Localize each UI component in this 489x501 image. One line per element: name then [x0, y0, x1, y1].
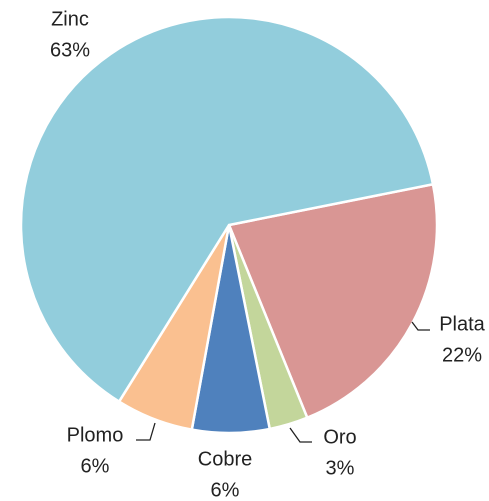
slice-value-label: 22%: [442, 344, 482, 366]
slice-label: Plomo: [67, 424, 124, 446]
pie-slice: [227, 182, 439, 420]
slice-value-label: 3%: [326, 457, 355, 479]
slice-value-label: 63%: [50, 39, 90, 61]
leader-line: [289, 427, 312, 443]
leader-line: [136, 422, 156, 441]
slice-label: Cobre: [198, 448, 252, 470]
leader-line: [411, 321, 430, 331]
slice-label: Zinc: [51, 8, 89, 30]
pie-slice: [19, 15, 435, 404]
slice-label: Oro: [323, 426, 356, 448]
pie: [19, 15, 439, 435]
slice-label: Plata: [439, 313, 485, 335]
slice-value-label: 6%: [81, 455, 110, 477]
slice-value-label: 6%: [211, 479, 240, 501]
